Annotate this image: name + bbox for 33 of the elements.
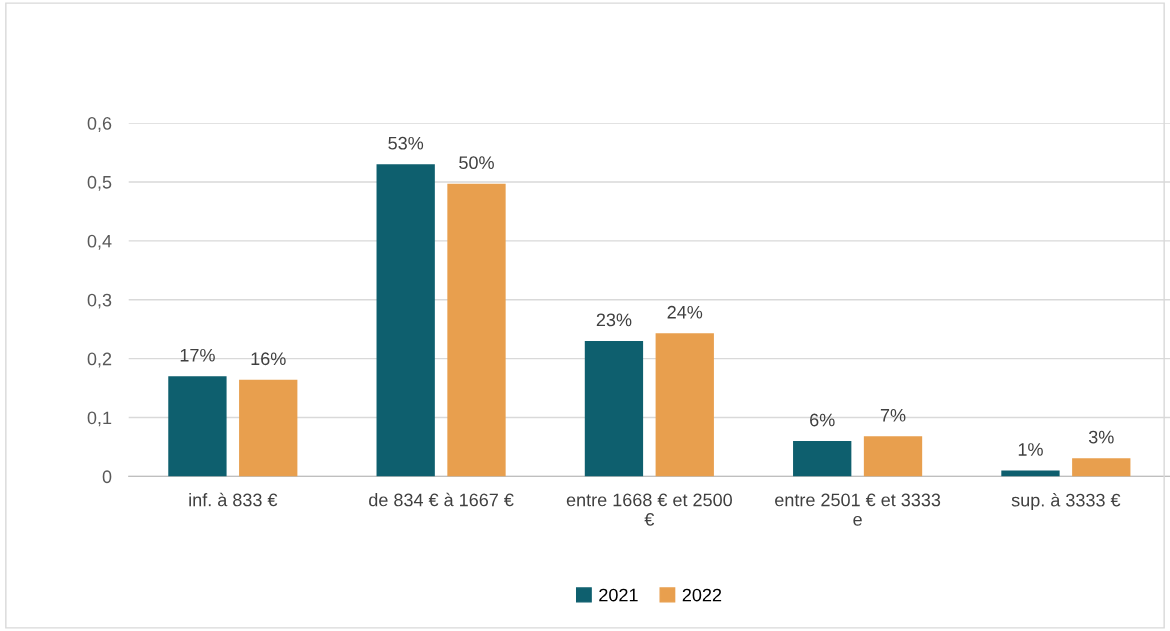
data-label: 7%	[880, 408, 906, 422]
data-label: 16%	[251, 352, 286, 366]
x-tick-label: inf. à 833 €	[189, 492, 278, 507]
data-label: 3%	[1088, 430, 1114, 444]
bar	[655, 333, 714, 477]
bar	[863, 436, 923, 477]
bar	[1072, 458, 1131, 477]
data-label: 23%	[596, 313, 632, 327]
x-tick-label: sup. à 3333 €	[1011, 493, 1121, 511]
data-label: 17%	[180, 348, 215, 362]
bar	[168, 376, 227, 477]
data-label: 24%	[667, 305, 703, 319]
y-tick-label: 0,2	[87, 352, 112, 368]
y-tick-label: 0,3	[87, 293, 112, 309]
legend-label: 2021	[599, 588, 638, 602]
x-tick-label: entre 1668 € et 2500 €	[566, 493, 732, 526]
data-label: 50%	[459, 156, 494, 170]
y-tick-label: 0,1	[87, 411, 112, 427]
legend-label: 2022	[682, 588, 722, 602]
data-label: 53%	[388, 136, 424, 150]
y-tick-label: 0,4	[87, 234, 112, 250]
y-tick-label: 0,5	[87, 175, 112, 191]
data-label: 1%	[1018, 443, 1043, 456]
bar	[793, 441, 852, 477]
y-tick-label: 0,6	[87, 116, 112, 132]
x-tick-label: de 834 € à 1667 €	[369, 492, 514, 507]
bar	[376, 164, 435, 477]
bar	[584, 340, 644, 477]
x-tick-label: entre 2501 € et 3333 e	[775, 493, 941, 526]
data-label: 6%	[810, 413, 835, 427]
bar	[447, 183, 506, 477]
bar	[239, 379, 298, 477]
y-tick-label: 0	[102, 470, 112, 484]
